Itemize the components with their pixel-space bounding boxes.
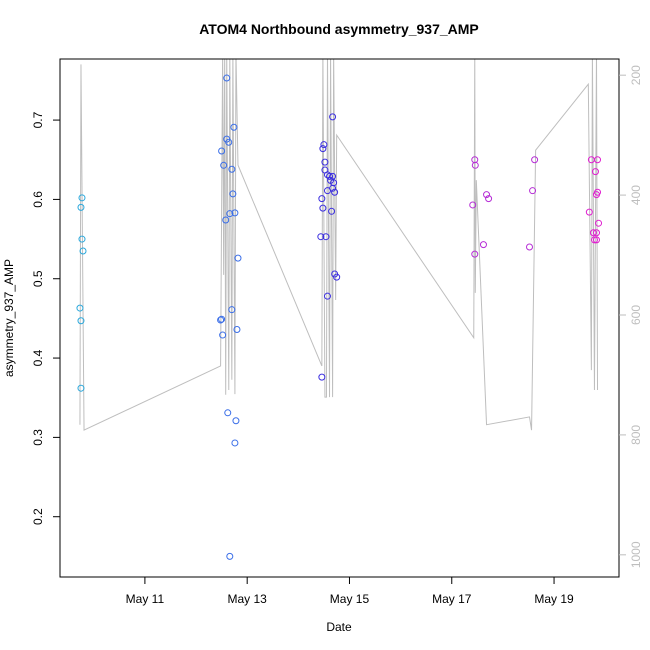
y-tick-label: 0.2 bbox=[31, 508, 45, 525]
y-tick-label: 0.6 bbox=[31, 191, 45, 208]
point bbox=[591, 168, 599, 176]
point bbox=[323, 187, 331, 195]
y-axis-label: asymmetry_937_AMP bbox=[2, 259, 16, 377]
point bbox=[228, 306, 236, 314]
point bbox=[230, 123, 238, 131]
y2-tick-label: 800 bbox=[629, 425, 643, 445]
point bbox=[228, 165, 236, 173]
point bbox=[77, 203, 85, 211]
point bbox=[218, 315, 226, 323]
point bbox=[329, 113, 337, 121]
x-tick-label: May 15 bbox=[330, 592, 370, 606]
point bbox=[78, 235, 86, 243]
point bbox=[76, 304, 84, 312]
y2-tick-label: 1000 bbox=[629, 541, 643, 568]
point bbox=[318, 373, 326, 381]
point bbox=[233, 326, 241, 334]
point bbox=[471, 250, 479, 258]
x-tick-label: May 17 bbox=[432, 592, 472, 606]
point bbox=[333, 273, 341, 281]
point bbox=[592, 229, 600, 237]
point bbox=[225, 138, 233, 146]
x-tick-label: May 13 bbox=[228, 592, 268, 606]
point bbox=[322, 233, 330, 241]
point bbox=[590, 236, 598, 244]
y-tick-label: 0.3 bbox=[31, 429, 45, 446]
point bbox=[234, 254, 242, 262]
point bbox=[77, 384, 85, 392]
point bbox=[471, 161, 479, 169]
point bbox=[323, 292, 331, 300]
point bbox=[592, 191, 600, 199]
line bbox=[79, 59, 599, 431]
point bbox=[331, 188, 339, 196]
point bbox=[222, 216, 230, 224]
plot-area bbox=[76, 59, 603, 560]
point bbox=[77, 317, 85, 325]
point bbox=[226, 552, 234, 560]
chart-title: ATOM4 Northbound asymmetry_937_AMP bbox=[199, 21, 479, 37]
point bbox=[319, 204, 327, 212]
point bbox=[469, 201, 477, 209]
point bbox=[231, 439, 239, 447]
y2-tick-label: 200 bbox=[629, 65, 643, 85]
y-tick-label: 0.7 bbox=[31, 111, 45, 128]
point bbox=[319, 145, 327, 153]
plot-frame bbox=[59, 58, 620, 578]
point bbox=[79, 247, 87, 255]
point bbox=[529, 187, 537, 195]
point bbox=[231, 209, 239, 217]
point bbox=[217, 316, 225, 324]
point bbox=[328, 207, 336, 215]
point bbox=[326, 172, 334, 180]
point bbox=[218, 147, 226, 155]
point bbox=[594, 156, 602, 164]
point bbox=[525, 243, 533, 251]
point bbox=[589, 229, 597, 237]
x-axis-label: Date bbox=[326, 620, 352, 634]
point bbox=[223, 74, 231, 82]
point bbox=[220, 161, 228, 169]
point bbox=[595, 219, 603, 227]
y2-tick-label: 400 bbox=[629, 185, 643, 205]
point bbox=[585, 208, 593, 216]
point bbox=[592, 236, 600, 244]
point bbox=[321, 158, 329, 166]
point bbox=[479, 241, 487, 249]
x-tick-label: May 19 bbox=[534, 592, 574, 606]
point bbox=[318, 195, 326, 203]
point bbox=[219, 331, 227, 339]
point bbox=[232, 417, 240, 425]
point bbox=[531, 156, 539, 164]
point bbox=[229, 190, 237, 198]
point bbox=[317, 233, 325, 241]
point bbox=[320, 141, 328, 149]
y-tick-label: 0.4 bbox=[31, 349, 45, 366]
y2-tick-label: 600 bbox=[629, 305, 643, 325]
x-tick-label: May 11 bbox=[126, 592, 165, 606]
y-tick-label: 0.5 bbox=[31, 270, 45, 287]
point bbox=[78, 194, 86, 202]
point bbox=[485, 195, 493, 203]
point bbox=[226, 210, 234, 218]
point bbox=[224, 409, 232, 417]
point bbox=[483, 191, 491, 199]
